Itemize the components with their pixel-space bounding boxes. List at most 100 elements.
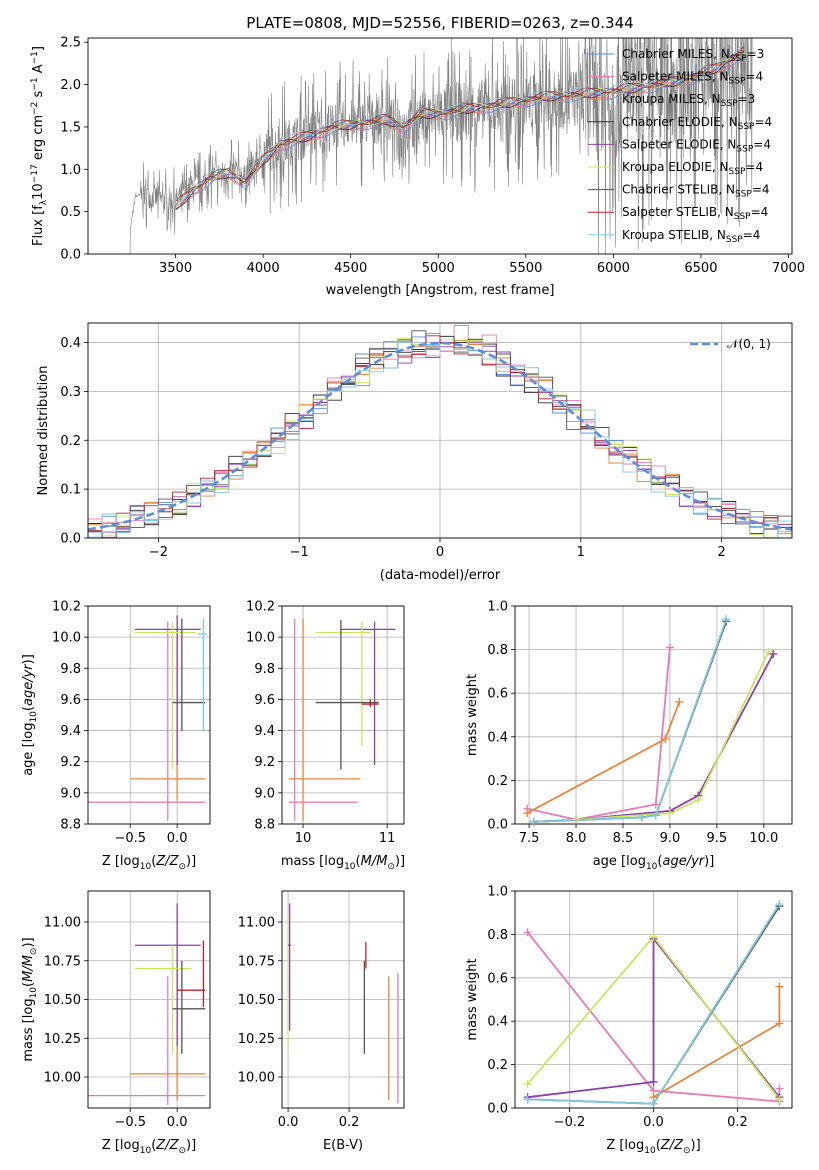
normal-reference-curve — [88, 341, 792, 531]
legend-entry: Chabrier MILES, NSSP=3 — [622, 47, 764, 64]
x-tick-label: −0.5 — [114, 1115, 146, 1130]
y-tick-label: 10.00 — [44, 1071, 81, 1086]
legend: 𝒩(0, 1) — [690, 337, 771, 351]
label-part: ⊙ — [683, 1146, 691, 1156]
x-tick-label: 11 — [379, 831, 396, 846]
model-line-salpeter-stelib — [176, 45, 745, 202]
label-part: ( — [151, 854, 156, 869]
label-part: ( — [656, 1138, 661, 1153]
label-part: A — [31, 64, 46, 77]
y-tick-label: 9.2 — [254, 755, 275, 770]
plot-area-age-vs-mass — [288, 618, 396, 821]
legend-text: =4 — [753, 137, 771, 151]
legend-entry: Salpeter ELODIE, NSSP=4 — [622, 137, 771, 154]
label-part: 10 — [29, 711, 39, 723]
y-axis-label: Flux [fλ10−17 erg cm−2 s−1 A−1] — [30, 46, 49, 246]
x-tick-label: 7000 — [772, 261, 805, 276]
axes-frame — [281, 605, 405, 825]
legend-text: =3 — [738, 92, 756, 106]
x-axis-label: Z [log10(Z/Z⊙)] — [606, 1138, 700, 1156]
label-part: 10 — [344, 862, 356, 872]
x-tick-label: 6500 — [684, 261, 717, 276]
y-tick-label: 10.0 — [52, 631, 81, 646]
x-axis-label: age [log10(age/yr)] — [593, 854, 715, 872]
y-tick-label: 0.0 — [487, 1102, 508, 1117]
label-part: )] — [186, 1138, 196, 1153]
x-tick-label: 8.0 — [566, 831, 587, 846]
model-line-kroupa-stelib — [177, 43, 745, 201]
weight-marker — [665, 643, 674, 652]
axes-spectrum: 3500 4000 4500 5000 5500 6000 6500 7000 0.0 0.5 1.… — [30, 36, 805, 298]
weight-marker — [523, 1080, 532, 1089]
weight-marker — [649, 1077, 658, 1086]
legend-entry: 𝒩(0, 1) — [727, 337, 771, 351]
weight-marker — [523, 1095, 532, 1104]
x-tick-label: 4500 — [334, 261, 367, 276]
x-tick-label: 9.5 — [707, 831, 728, 846]
weight-marker — [665, 809, 674, 818]
y-tick-label: 0.6 — [487, 971, 508, 986]
x-axis-label: E(B-V) — [323, 1138, 363, 1153]
axes-frame — [281, 890, 405, 1109]
x-tick-label: 5000 — [422, 261, 455, 276]
y-tick-label: 1.5 — [60, 120, 81, 135]
x-tick-label: 8.5 — [613, 831, 634, 846]
y-axis-label: mass [log10(M/M⊙)] — [21, 937, 39, 1061]
weight-marker — [775, 1084, 784, 1093]
y-tick-label: 9.8 — [60, 662, 81, 677]
legend-text: =4 — [743, 228, 761, 242]
y-tick-label: 11.00 — [44, 916, 81, 931]
legend-text: =4 — [754, 115, 772, 129]
y-tick-label: 9.6 — [60, 693, 81, 708]
label-part: s — [31, 90, 46, 101]
label-part: Z [log — [102, 1138, 140, 1153]
label-part: −1 — [30, 77, 40, 90]
x-tick-label: 0.2 — [727, 1115, 748, 1130]
axes-frame — [514, 890, 793, 1109]
x-tick-label: 0.2 — [339, 1115, 360, 1130]
weight-marker — [572, 815, 581, 824]
label-part: 10 — [29, 987, 39, 999]
x-tick-label: 1 — [577, 545, 585, 560]
label-part: ( — [151, 1138, 156, 1153]
plot-area-age-vs-Z — [88, 615, 208, 821]
y-tick-label: 0.0 — [487, 818, 508, 833]
weight-line — [533, 620, 728, 823]
weight-line — [533, 618, 728, 823]
y-tick-label: 9.8 — [254, 662, 275, 677]
y-tick-label: 0.3 — [60, 385, 81, 400]
y-tick-label: 0.0 — [60, 248, 81, 263]
x-tick-label: 10 — [295, 831, 312, 846]
hist-step-kroupa-stelib — [88, 341, 792, 538]
legend-entry: Kroupa ELODIE, NSSP=4 — [622, 160, 763, 177]
weight-marker — [775, 1019, 784, 1028]
label-part: age [log — [21, 723, 36, 776]
y-tick-label: 10.25 — [238, 1032, 275, 1047]
y-tick-label: 0.8 — [487, 643, 508, 658]
label-part: λ — [39, 199, 49, 205]
label-part: ⊙ — [29, 948, 39, 956]
legend-sub: SSP — [735, 190, 752, 200]
x-tick-label: 4000 — [247, 261, 280, 276]
y-tick-label: 10.75 — [44, 954, 81, 969]
axes-weight-vs-Z: −0.2 0.0 0.2 0.0 0.2 0.4 0.6 0.8 1.0 Z [log10(Z/Z… — [465, 885, 793, 1156]
x-tick-label: 2 — [717, 545, 725, 560]
x-tick-label: 5500 — [509, 261, 542, 276]
label-part: ( — [21, 982, 36, 987]
y-tick-label: 0.4 — [60, 336, 81, 351]
axes-frame — [87, 605, 211, 825]
label-part: 10 — [646, 862, 658, 872]
label-part: Z/Z — [155, 854, 179, 869]
y-tick-label: 9.0 — [60, 786, 81, 801]
plot-area-mass-vs-ebv — [287, 903, 399, 1104]
y-tick-label: 0.4 — [487, 1015, 508, 1030]
weight-marker — [523, 928, 532, 937]
legend-entry: Kroupa STELIB, NSSP=4 — [622, 228, 760, 245]
y-tick-label: 9.6 — [254, 693, 275, 708]
weight-marker — [675, 697, 684, 706]
label-part: )] — [21, 937, 36, 947]
legend-entry: Salpeter STELIB, NSSP=4 — [622, 205, 768, 222]
weight-marker — [651, 811, 660, 820]
